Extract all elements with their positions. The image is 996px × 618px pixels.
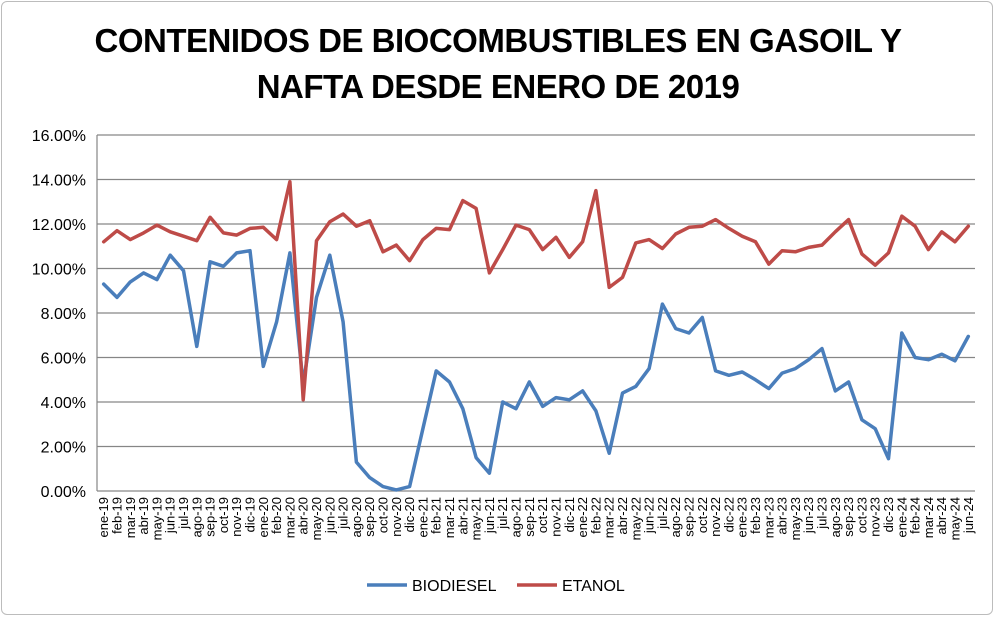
x-tick-label: jul-22 [655,497,670,530]
x-tick-label: may-24 [948,497,963,540]
x-tick-label: mar-23 [761,497,776,538]
x-tick-label: ene-21 [415,497,430,537]
x-tick-label: mar-24 [921,497,936,538]
x-tick-label: ago-19 [189,497,204,537]
x-tick-label: abr-20 [296,497,311,535]
x-tick-label: abr-22 [615,497,630,535]
x-tick-label: mar-19 [123,497,138,538]
x-tick-label: mar-21 [442,497,457,538]
x-tick-label: oct-21 [535,497,550,533]
y-tick-label: 6.00% [41,351,86,368]
x-tick-label: dic-19 [242,497,257,532]
x-tick-label: oct-23 [854,497,869,533]
x-tick-label: sep-19 [203,497,218,537]
x-tick-label: abr-19 [136,497,151,535]
x-tick-label: dic-21 [562,497,577,532]
x-tick-label: ago-20 [349,497,364,537]
x-tick-label: feb-22 [588,497,603,534]
x-tick-label: jul-21 [495,497,510,530]
x-tick-label: dic-22 [721,497,736,532]
x-tick-label: nov-21 [548,497,563,537]
x-tick-label: ene-22 [575,497,590,537]
x-tick-label: ene-19 [96,497,111,537]
x-tick-label: may-20 [309,497,324,540]
y-tick-label: 14.00% [32,173,86,190]
x-tick-label: nov-19 [229,497,244,537]
x-tick-label: ago-21 [509,497,524,537]
x-tick-label: oct-19 [216,497,231,533]
x-tick-label: mar-22 [602,497,617,538]
y-tick-label: 0.00% [41,484,86,501]
x-tick-label: oct-20 [376,497,391,533]
y-tick-label: 2.00% [41,440,86,457]
x-tick-label: abr-21 [455,497,470,535]
x-tick-label: feb-23 [748,497,763,534]
x-tick-label: jun-19 [163,497,178,534]
x-tick-label: jun-23 [801,497,816,534]
legend-label-biodiesel: BIODIESEL [412,578,497,595]
x-tick-label: nov-22 [708,497,723,537]
chart-title-line-2: NAFTA DESDE ENERO DE 2019 [256,68,740,105]
y-tick-label: 10.00% [32,262,86,279]
x-tick-label: feb-24 [908,497,923,534]
legend-label-etanol: ETANOL [562,578,625,595]
x-tick-label: may-21 [469,497,484,540]
x-tick-label: sep-22 [681,497,696,537]
x-tick-label: jul-19 [176,497,191,530]
x-tick-label: abr-23 [775,497,790,535]
x-tick-label: nov-20 [389,497,404,537]
x-tick-label: jul-20 [336,497,351,530]
y-tick-label: 16.00% [32,128,86,145]
x-tick-label: dic-23 [881,497,896,532]
x-tick-label: abr-24 [934,497,949,535]
x-tick-label: feb-20 [269,497,284,534]
x-tick-label: sep-21 [522,497,537,537]
x-tick-label: may-19 [149,497,164,540]
x-tick-label: feb-21 [429,497,444,534]
x-tick-label: ene-24 [894,497,909,537]
x-tick-label: mar-20 [282,497,297,538]
series-line-biodiesel [101,248,971,492]
x-tick-label: jun-20 [322,497,337,534]
x-tick-label: may-22 [628,497,643,540]
series-line-etanol [101,179,971,402]
x-tick-label: ene-23 [735,497,750,537]
x-tick-label: ago-22 [668,497,683,537]
x-tick-label: may-23 [788,497,803,540]
x-tick-label: ago-23 [828,497,843,537]
x-tick-label: nov-23 [868,497,883,537]
x-tick-label: oct-22 [695,497,710,533]
x-tick-label: jun-21 [482,497,497,534]
x-tick-label: jun-22 [642,497,657,534]
y-tick-label: 12.00% [32,217,86,234]
y-tick-label: 8.00% [41,306,86,323]
y-tick-label: 4.00% [41,395,86,412]
x-tick-label: feb-19 [109,497,124,534]
x-tick-label: jul-23 [815,497,830,530]
x-tick-label: dic-20 [402,497,417,532]
chart-title-line-1: CONTENIDOS DE BIOCOMBUSTIBLES EN GASOIL … [94,22,902,59]
x-tick-label: jun-24 [961,497,976,534]
x-tick-label: ene-20 [256,497,271,537]
x-tick-label: sep-20 [362,497,377,537]
x-tick-label: sep-23 [841,497,856,537]
